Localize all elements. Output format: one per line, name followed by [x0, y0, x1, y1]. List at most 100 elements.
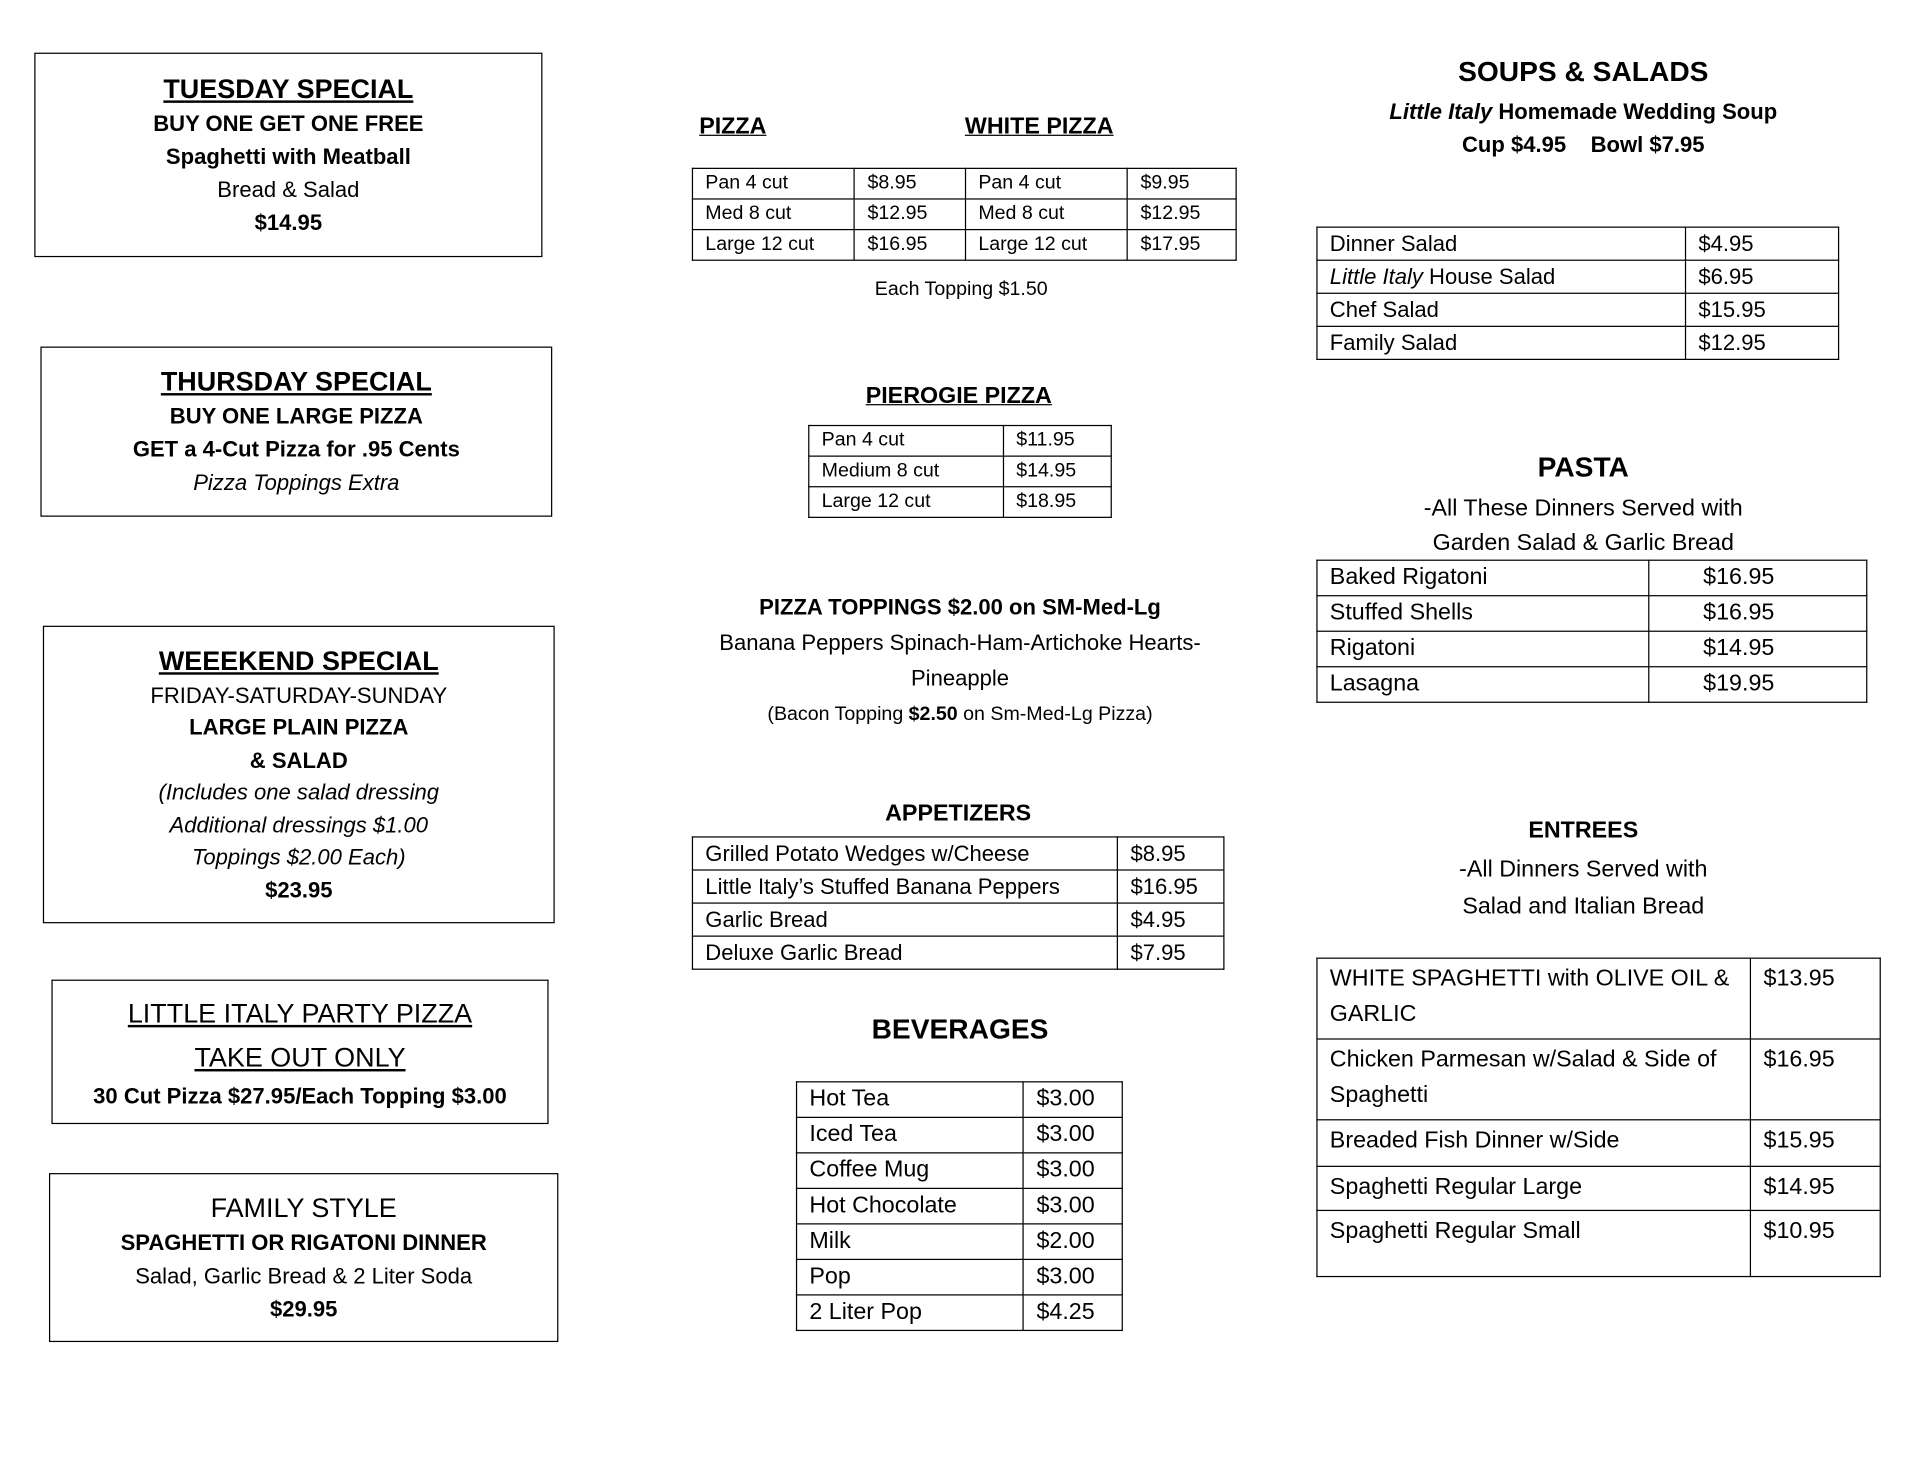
price-cell: $3.00: [1022, 1081, 1123, 1118]
white-pizza-title: WHITE PIZZA: [964, 113, 1114, 140]
table-row: Pan 4 cut $8.95 Pan 4 cut $9.95: [691, 167, 1237, 200]
tuesday-special-box: TUESDAY SPECIAL BUY ONE GET ONE FREE Spa…: [34, 52, 543, 258]
family-title: FAMILY STYLE: [210, 1192, 397, 1223]
toppings-title: PIZZA TOPPINGS $2.00 on SM-Med-Lg: [759, 595, 1161, 620]
table-row: Grilled Potato Wedges w/Cheese $8.95: [691, 836, 1225, 871]
price-cell: $9.95: [1127, 167, 1237, 200]
pasta-note: -All These Dinners Served with: [1423, 495, 1743, 522]
soup-bowl-price: Bowl $7.95: [1590, 132, 1705, 157]
price-cell: $4.95: [1117, 902, 1225, 937]
item-cell: Spaghetti Regular Small: [1316, 1209, 1752, 1278]
price-cell: $14.95: [1648, 630, 1868, 668]
table-row: Chicken Parmesan w/Salad & Side of Spagh…: [1316, 1038, 1881, 1121]
entrees-note: -All Dinners Served with: [1459, 857, 1708, 883]
tuesday-title: TUESDAY SPECIAL: [163, 72, 414, 104]
item-cell: Hot Tea: [795, 1081, 1025, 1118]
soups-title: SOUPS & SALADS: [1458, 55, 1709, 87]
table-row: Little Italy’s Stuffed Banana Peppers $16…: [691, 869, 1225, 904]
tuesday-price: $14.95: [254, 210, 323, 235]
thursday-line: BUY ONE LARGE PIZZA: [169, 404, 423, 429]
item-cell: Chicken Parmesan w/Salad & Side of Spagh…: [1316, 1038, 1752, 1121]
item-cell: Baked Rigatoni: [1316, 559, 1650, 597]
table-row: WHITE SPAGHETTI with OLIVE OIL & GARLIC $…: [1316, 957, 1881, 1040]
soup-name: Homemade Wedding Soup: [1492, 99, 1778, 124]
item-cell: Large 12 cut: [691, 228, 856, 261]
table-row: Spaghetti Regular Large $14.95: [1316, 1165, 1881, 1212]
thursday-line: GET a 4-Cut Pizza for .95 Cents: [132, 437, 460, 462]
table-row: Rigatoni $14.95: [1316, 630, 1868, 668]
table-row: Spaghetti Regular Small $10.95: [1316, 1209, 1881, 1278]
table-row: Coffee Mug $3.00: [795, 1152, 1123, 1189]
thursday-title: THURSDAY SPECIAL: [160, 366, 432, 397]
item-cell: Garlic Bread: [691, 902, 1119, 937]
price-cell: $13.95: [1750, 957, 1881, 1040]
price-cell: $7.95: [1117, 935, 1225, 970]
table-row: Breaded Fish Dinner w/Side $15.95: [1316, 1119, 1881, 1167]
party-pizza-box: LITTLE ITALY PARTY PIZZA TAKE OUT ONLY 3…: [51, 979, 549, 1125]
beverages-title: BEVERAGES: [871, 1012, 1049, 1045]
price-cell: $4.25: [1022, 1294, 1123, 1332]
price-cell: $12.95: [854, 198, 967, 231]
item-cell: Pan 4 cut: [964, 167, 1129, 200]
entrees-note: Salad and Italian Bread: [1462, 893, 1705, 920]
price-cell: $11.95: [1002, 424, 1112, 457]
appetizers-table: Grilled Potato Wedges w/Cheese $8.95 Littl…: [691, 836, 1225, 970]
pizza-title: PIZZA: [699, 113, 767, 140]
weekend-line: FRIDAY-SATURDAY-SUNDAY: [150, 682, 448, 708]
item-cell: Med 8 cut: [691, 198, 856, 231]
table-row: Hot Chocolate $3.00: [795, 1187, 1123, 1225]
soup-cup-price: Cup $4.95: [1461, 132, 1567, 157]
family-price: $29.95: [269, 1296, 338, 1321]
bacon-price: $2.50: [908, 704, 958, 725]
price-cell: $16.95: [1750, 1038, 1881, 1121]
table-row: Hot Tea $3.00: [795, 1081, 1123, 1118]
weekend-line: Additional dressings $1.00: [169, 812, 429, 838]
thursday-special-box: THURSDAY SPECIAL BUY ONE LARGE PIZZA GET…: [40, 346, 553, 517]
price-cell: $6.95: [1684, 259, 1840, 294]
item-cell: Hot Chocolate: [795, 1187, 1025, 1225]
price-cell: $19.95: [1648, 666, 1868, 703]
family-line: Salad, Garlic Bread & 2 Liter Soda: [135, 1263, 473, 1288]
table-row: Deluxe Garlic Bread $7.95: [691, 935, 1225, 970]
item-cell: Chef Salad: [1316, 292, 1687, 327]
item-cell: WHITE SPAGHETTI with OLIVE OIL & GARLIC: [1316, 957, 1752, 1040]
weekend-line: Toppings $2.00 Each): [191, 845, 406, 870]
price-cell: $2.00: [1022, 1223, 1123, 1261]
price-cell: $16.95: [1648, 559, 1868, 597]
weekend-line: LARGE PLAIN PIZZA: [189, 715, 409, 740]
price-cell: $18.95: [1002, 486, 1112, 518]
thursday-line: Pizza Toppings Extra: [193, 470, 400, 495]
item-cell: Medium 8 cut: [808, 455, 1004, 488]
toppings-list: Banana Peppers Spinach-Ham-Artichoke Hea…: [719, 630, 1201, 656]
price-cell: $15.95: [1750, 1119, 1881, 1167]
table-row: Dinner Salad $4.95: [1316, 226, 1840, 261]
item-cell: Milk: [795, 1223, 1025, 1261]
weekend-price: $23.95: [265, 877, 333, 903]
price-cell: $3.00: [1022, 1116, 1123, 1154]
appetizers-title: APPETIZERS: [885, 800, 1032, 827]
table-row: Lasagna $19.95: [1316, 666, 1868, 703]
table-row: 2 Liter Pop $4.25: [795, 1294, 1123, 1332]
price-cell: $4.95: [1684, 226, 1840, 261]
table-row: Pan 4 cut $11.95: [808, 424, 1112, 457]
price-cell: $17.95: [1127, 228, 1237, 261]
item-cell: Little Italy’s Stuffed Banana Peppers: [691, 869, 1119, 904]
item-cell: Pan 4 cut: [691, 167, 856, 200]
toppings-list: Pineapple: [910, 666, 1010, 691]
entrees-title: ENTREES: [1528, 817, 1639, 844]
party-line: TAKE OUT ONLY: [194, 1041, 406, 1073]
table-row: Med 8 cut $12.95 Med 8 cut $12.95: [691, 198, 1237, 231]
item-cell: Grilled Potato Wedges w/Cheese: [691, 836, 1119, 871]
family-line: SPAGHETTI OR RIGATONI DINNER: [120, 1230, 487, 1255]
soup-brand: Little Italy: [1389, 99, 1493, 124]
party-title: LITTLE ITALY PARTY PIZZA: [127, 997, 473, 1028]
item-cell: Family Salad: [1316, 325, 1687, 361]
beverages-table: Hot Tea $3.00 Iced Tea $3.00 Coffee Mug $3.00…: [795, 1081, 1123, 1332]
pasta-note: Garden Salad & Garlic Bread: [1432, 530, 1734, 556]
price-cell: $14.95: [1750, 1165, 1881, 1212]
table-row: Pop $3.00: [795, 1258, 1123, 1296]
price-cell: $3.00: [1022, 1187, 1123, 1225]
table-row: Family Salad $12.95: [1316, 325, 1840, 361]
pierogie-table: Pan 4 cut $11.95 Medium 8 cut $14.95 Large 1…: [808, 424, 1112, 518]
